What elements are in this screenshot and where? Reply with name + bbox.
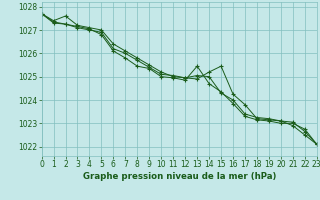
X-axis label: Graphe pression niveau de la mer (hPa): Graphe pression niveau de la mer (hPa) <box>83 172 276 181</box>
